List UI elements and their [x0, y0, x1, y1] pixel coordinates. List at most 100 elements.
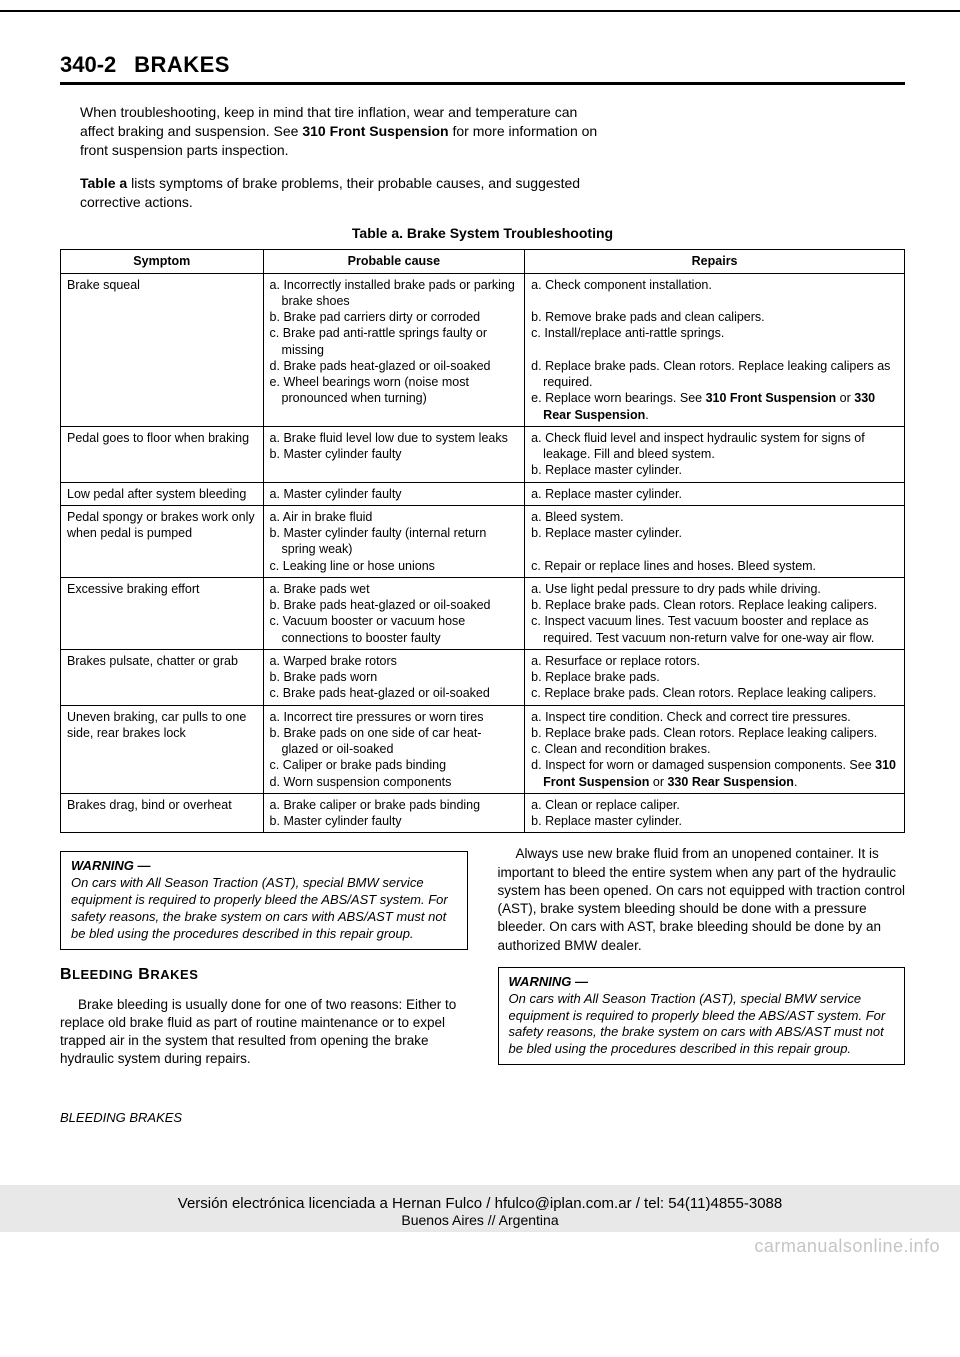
cause-item: c. Brake pad anti-rattle springs faulty … — [270, 325, 519, 358]
bleeding-brakes-heading: BLEEDING BRAKES — [60, 964, 468, 986]
license-bar: Versión electrónica licenciada a Hernan … — [0, 1185, 960, 1232]
table-row: Brake squeala. Incorrectly installed bra… — [61, 273, 905, 426]
symptom-cell: Brakes pulsate, chatter or grab — [61, 649, 264, 705]
cause-item: a. Master cylinder faulty — [270, 486, 519, 502]
table-row: Pedal goes to floor when brakinga. Brake… — [61, 426, 905, 482]
repair-item — [531, 293, 898, 309]
intro-paragraph-1: When troubleshooting, keep in mind that … — [80, 103, 600, 160]
repair-cell: a. Bleed system.b. Replace master cylind… — [525, 505, 905, 577]
cause-item: b. Brake pads worn — [270, 669, 519, 685]
cause-item: c. Leaking line or hose unions — [270, 558, 519, 574]
cause-cell: a. Brake pads wetb. Brake pads heat-glaz… — [263, 577, 525, 649]
cause-item: b. Master cylinder faulty (internal retu… — [270, 525, 519, 558]
repair-item: c. Install/replace anti-rattle springs. — [531, 325, 898, 341]
repair-item — [531, 342, 898, 358]
two-column-layout: WARNING — On cars with All Season Tracti… — [60, 845, 905, 1080]
th-symptom: Symptom — [61, 250, 264, 273]
table-row: Brakes pulsate, chatter or graba. Warped… — [61, 649, 905, 705]
repair-cell: a. Inspect tire condition. Check and cor… — [525, 705, 905, 793]
repair-cell: a. Use light pedal pressure to dry pads … — [525, 577, 905, 649]
repair-item: b. Replace master cylinder. — [531, 462, 898, 478]
intro-ref-1: 310 Front Suspension — [302, 123, 448, 139]
repair-item: b. Replace brake pads. — [531, 669, 898, 685]
repair-item: b. Replace master cylinder. — [531, 525, 898, 541]
page-number: 340-2 — [60, 52, 116, 77]
th-cause: Probable cause — [263, 250, 525, 273]
footer-section-label: BLEEDING BRAKES — [60, 1110, 905, 1125]
symptom-cell: Brakes drag, bind or overheat — [61, 793, 264, 833]
repair-item: a. Bleed system. — [531, 509, 898, 525]
repair-item: c. Inspect vacuum lines. Test vacuum boo… — [531, 613, 898, 646]
symptom-cell: Brake squeal — [61, 273, 264, 426]
cause-cell: a. Incorrect tire pressures or worn tire… — [263, 705, 525, 793]
cause-item: c. Caliper or brake pads binding — [270, 757, 519, 773]
repair-item: a. Inspect tire condition. Check and cor… — [531, 709, 898, 725]
repair-cell: a. Resurface or replace rotors.b. Replac… — [525, 649, 905, 705]
cause-item: e. Wheel bearings worn (noise most prono… — [270, 374, 519, 407]
th-repairs: Repairs — [525, 250, 905, 273]
cause-cell: a. Air in brake fluidb. Master cylinder … — [263, 505, 525, 577]
cause-item: c. Vacuum booster or vacuum hose connect… — [270, 613, 519, 646]
repair-item: b. Replace master cylinder. — [531, 813, 898, 829]
cause-item: a. Incorrectly installed brake pads or p… — [270, 277, 519, 310]
repair-cell: a. Replace master cylinder. — [525, 482, 905, 505]
repair-item: b. Remove brake pads and clean calipers. — [531, 309, 898, 325]
cause-item: d. Worn suspension components — [270, 774, 519, 790]
symptom-cell: Excessive braking effort — [61, 577, 264, 649]
intro-text-2b: lists symptoms of brake problems, their … — [80, 175, 580, 210]
table-row: Low pedal after system bleeding a. Master… — [61, 482, 905, 505]
warning-box-left: WARNING — On cars with All Season Tracti… — [60, 851, 468, 949]
repair-cell: a. Check fluid level and inspect hydraul… — [525, 426, 905, 482]
table-row: Excessive braking efforta. Brake pads we… — [61, 577, 905, 649]
left-column: WARNING — On cars with All Season Tracti… — [60, 845, 468, 1080]
repair-item: c. Clean and recondition brakes. — [531, 741, 898, 757]
cause-item: a. Brake pads wet — [270, 581, 519, 597]
repair-item: e. Replace worn bearings. See 310 Front … — [531, 390, 898, 423]
cause-item: b. Master cylinder faulty — [270, 446, 519, 462]
warning-box-right: WARNING — On cars with All Season Tracti… — [498, 967, 906, 1065]
intro-paragraph-2: Table a lists symptoms of brake problems… — [80, 174, 600, 212]
cause-item: a. Brake caliper or brake pads binding — [270, 797, 519, 813]
repair-cell: a. Check component installation. b. Remo… — [525, 273, 905, 426]
cause-cell: a. Brake fluid level low due to system l… — [263, 426, 525, 482]
repair-item: a. Clean or replace caliper. — [531, 797, 898, 813]
repair-item: b. Replace brake pads. Clean rotors. Rep… — [531, 597, 898, 613]
symptom-cell: Pedal spongy or brakes work only when pe… — [61, 505, 264, 577]
cause-item: d. Brake pads heat-glazed or oil-soaked — [270, 358, 519, 374]
repair-item: d. Inspect for worn or damaged suspensio… — [531, 757, 898, 790]
cause-item: b. Brake pads heat-glazed or oil-soaked — [270, 597, 519, 613]
cause-cell: a. Brake caliper or brake pads bindingb.… — [263, 793, 525, 833]
cause-cell: a. Incorrectly installed brake pads or p… — [263, 273, 525, 426]
bleeding-paragraph: Brake bleeding is usually done for one o… — [60, 996, 468, 1069]
cause-item: a. Air in brake fluid — [270, 509, 519, 525]
repair-item: a. Check fluid level and inspect hydraul… — [531, 430, 898, 463]
cause-item: b. Master cylinder faulty — [270, 813, 519, 829]
table-row: Uneven braking, car pulls to one side, r… — [61, 705, 905, 793]
repair-item: d. Replace brake pads. Clean rotors. Rep… — [531, 358, 898, 391]
cause-item: a. Incorrect tire pressures or worn tire… — [270, 709, 519, 725]
cause-item: a. Warped brake rotors — [270, 653, 519, 669]
page-header: 340-2 BRAKES — [60, 52, 905, 85]
right-column: Always use new brake fluid from an unope… — [498, 845, 906, 1080]
repair-item: a. Resurface or replace rotors. — [531, 653, 898, 669]
page-container: 340-2 BRAKES When troubleshooting, keep … — [0, 10, 960, 1145]
table-header-row: Symptom Probable cause Repairs — [61, 250, 905, 273]
table-row: Pedal spongy or brakes work only when pe… — [61, 505, 905, 577]
table-caption: Table a. Brake System Troubleshooting — [60, 225, 905, 241]
troubleshooting-table: Symptom Probable cause Repairs Brake squ… — [60, 249, 905, 833]
repair-item: a. Replace master cylinder. — [531, 486, 898, 502]
symptom-cell: Pedal goes to floor when braking — [61, 426, 264, 482]
repair-item: a. Check component installation. — [531, 277, 898, 293]
cause-cell: a. Warped brake rotorsb. Brake pads worn… — [263, 649, 525, 705]
cause-item: c. Brake pads heat-glazed or oil-soaked — [270, 685, 519, 701]
repair-cell: a. Clean or replace caliper.b. Replace m… — [525, 793, 905, 833]
symptom-cell: Low pedal after system bleeding — [61, 482, 264, 505]
warning-body-right: On cars with All Season Traction (AST), … — [509, 991, 886, 1057]
cause-item: b. Brake pads on one side of car heat-gl… — [270, 725, 519, 758]
warning-title-left: WARNING — — [71, 858, 150, 873]
repair-item: a. Use light pedal pressure to dry pads … — [531, 581, 898, 597]
repair-item: c. Replace brake pads. Clean rotors. Rep… — [531, 685, 898, 701]
warning-title-right: WARNING — — [509, 974, 588, 989]
license-line-1: Versión electrónica licenciada a Hernan … — [0, 1195, 960, 1212]
license-line-2: Buenos Aires // Argentina — [0, 1212, 960, 1228]
